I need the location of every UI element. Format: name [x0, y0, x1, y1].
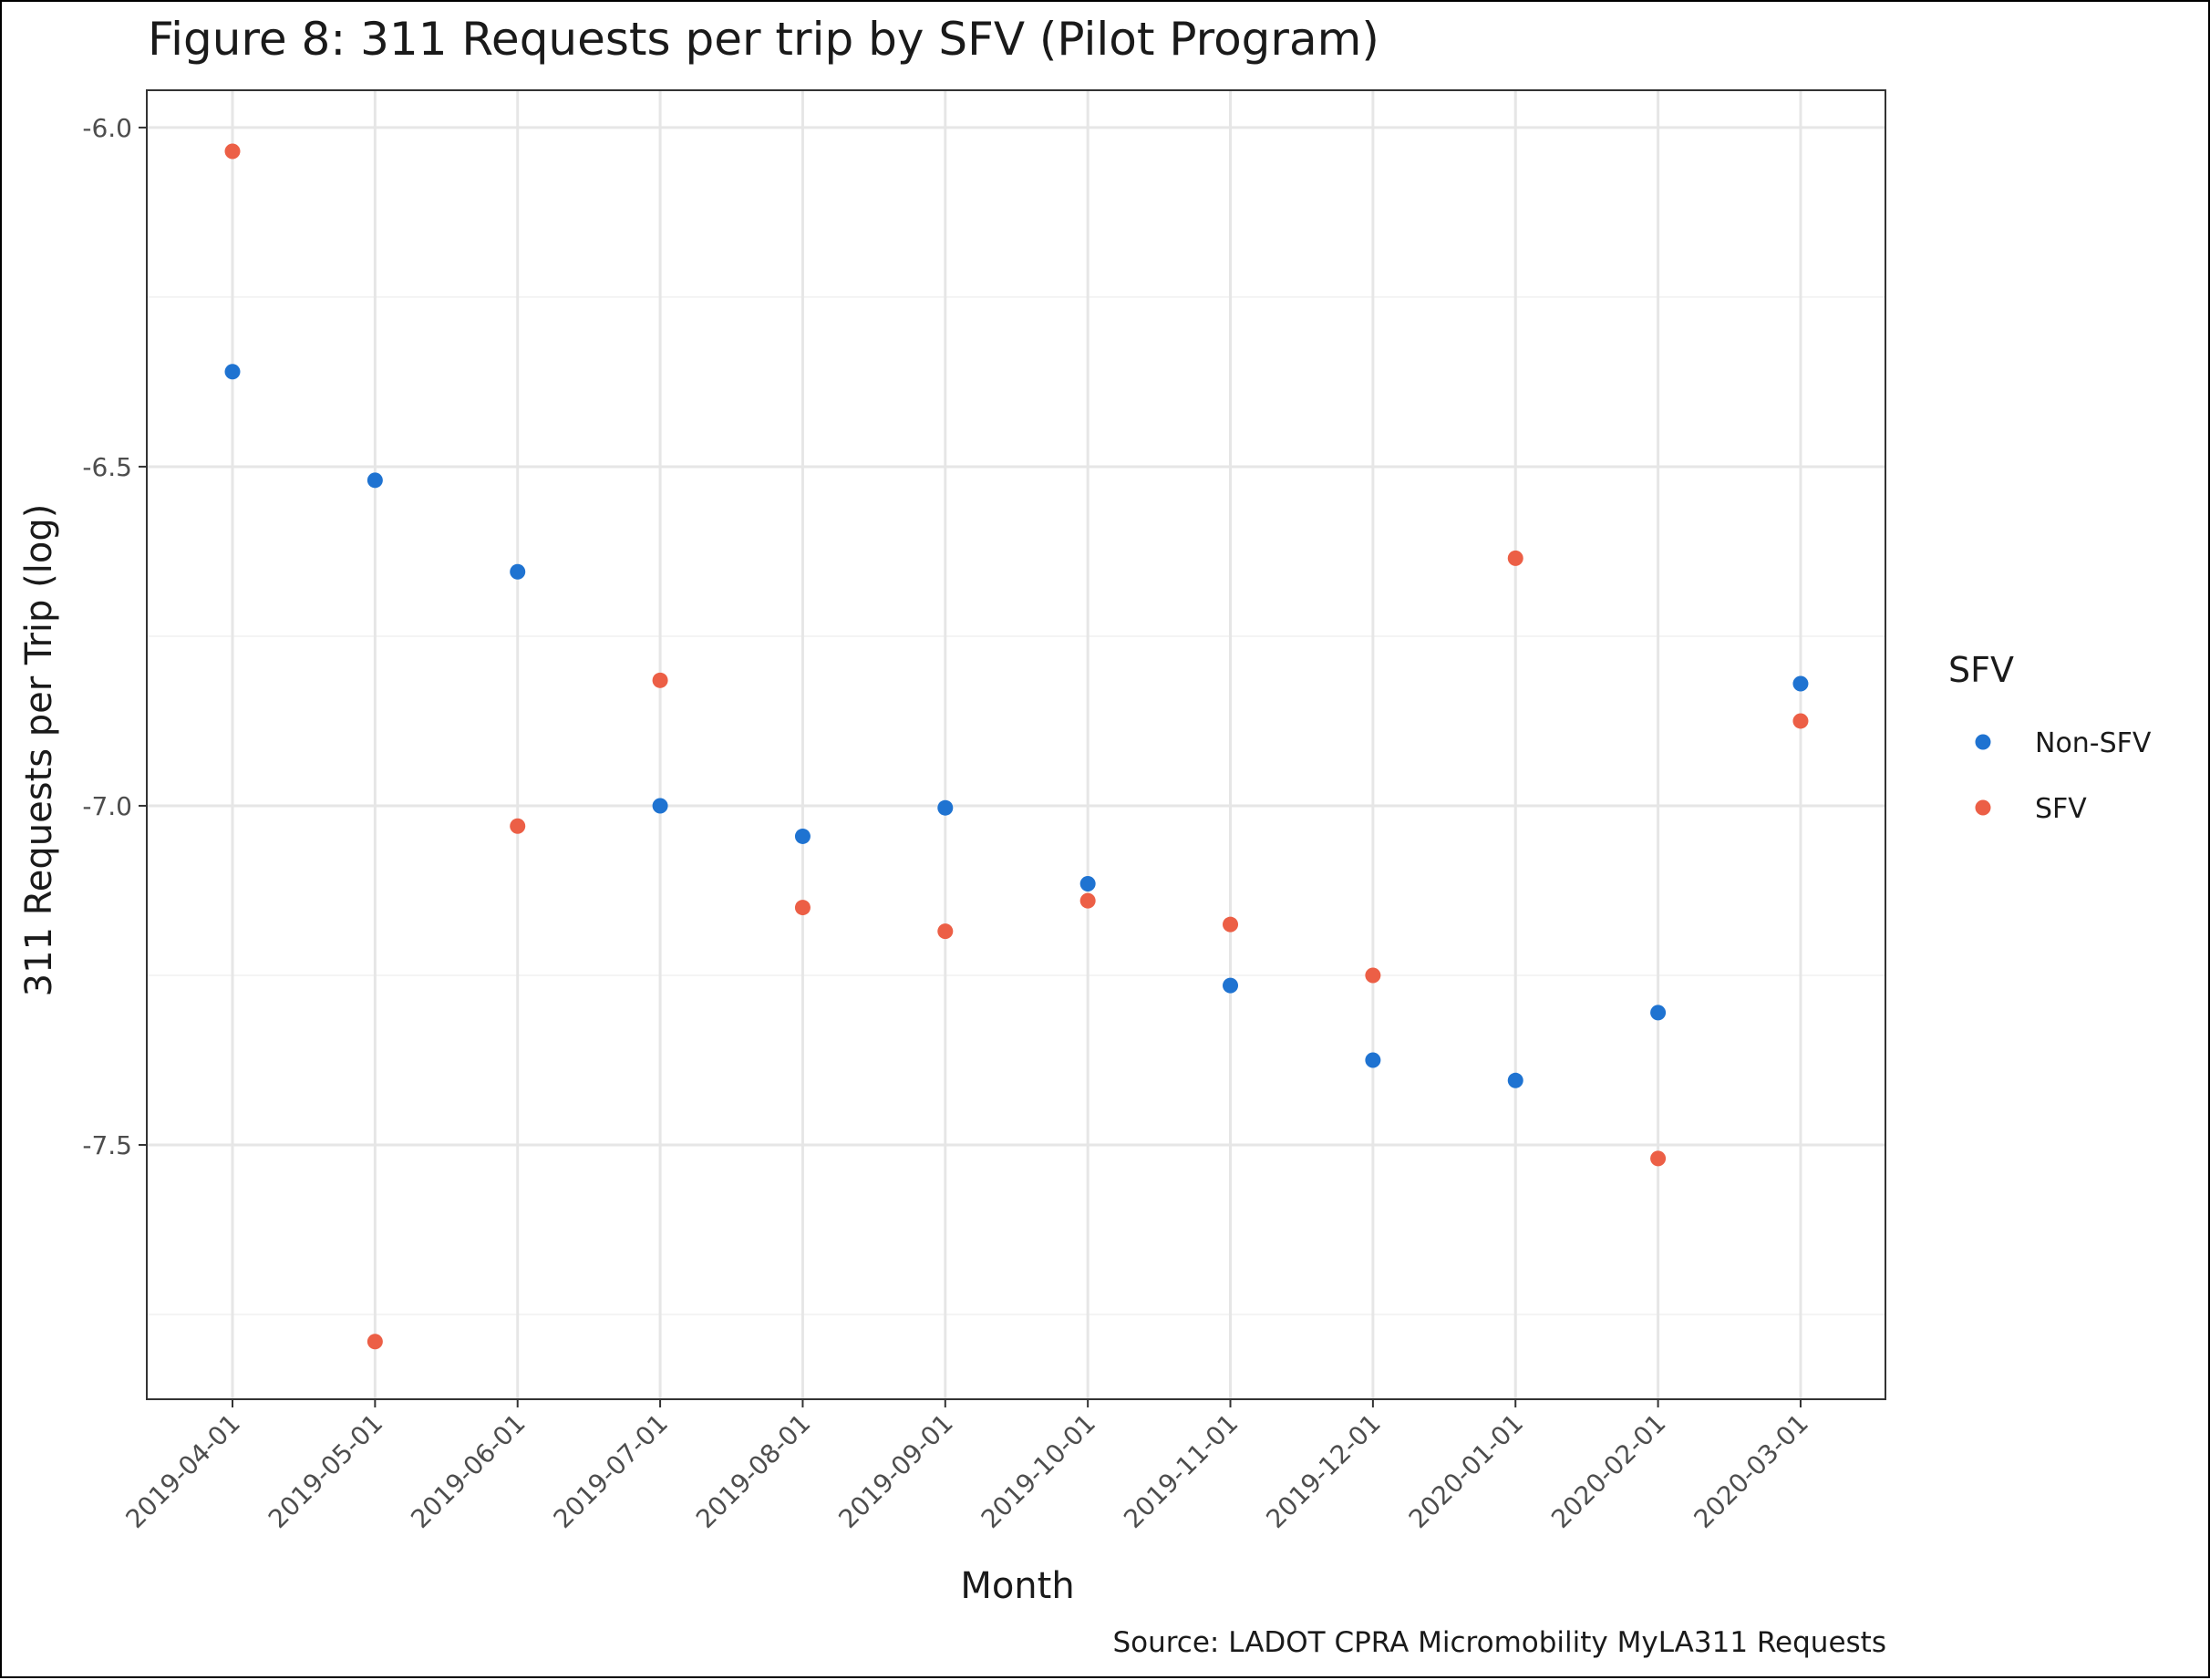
- x-tick-label: 2019-12-01: [1260, 1408, 1386, 1534]
- data-point: [937, 799, 954, 816]
- x-tick-label: 2019-11-01: [1118, 1408, 1244, 1534]
- data-point: [1507, 1072, 1523, 1088]
- data-point: [1650, 1005, 1667, 1021]
- y-tick-label: -7.0: [82, 791, 132, 821]
- legend: SFV Non-SFV SFV: [1948, 650, 2152, 825]
- x-tick-label: 2019-10-01: [976, 1408, 1101, 1534]
- y-tick-label: -6.5: [82, 452, 132, 482]
- data-point: [1365, 1052, 1381, 1068]
- legend-label: Non-SFV: [2035, 727, 2152, 759]
- data-point: [1650, 1150, 1667, 1167]
- plot-panel: [146, 89, 1886, 1400]
- legend-label: SFV: [2035, 793, 2087, 825]
- data-point: [794, 900, 811, 916]
- data-point: [1507, 550, 1523, 566]
- data-point: [1223, 977, 1239, 994]
- data-point: [1079, 892, 1096, 909]
- data-point: [1792, 675, 1809, 692]
- y-axis-title: 311 Requests per Trip (log): [18, 504, 60, 997]
- data-point: [224, 364, 241, 380]
- x-tick-label: 2019-04-01: [120, 1408, 246, 1534]
- data-point: [937, 923, 954, 940]
- x-tick-label: 2020-02-01: [1545, 1408, 1671, 1534]
- data-point: [510, 563, 526, 580]
- legend-key: [1975, 799, 1991, 816]
- data-point: [794, 828, 811, 844]
- x-axis: 2019-04-01 2019-05-01 2019-06-01 2019-07-01…: [120, 1399, 1814, 1534]
- data-point: [652, 672, 668, 688]
- chart-title: Figure 8: 311 Requests per trip by SFV (…: [148, 13, 1379, 66]
- x-axis-title: Month: [960, 1565, 1074, 1607]
- x-tick-label: 2019-05-01: [263, 1408, 388, 1534]
- source-caption: Source: LADOT CPRA Micromobility MyLA311…: [1112, 1626, 1886, 1659]
- legend-key: [1975, 734, 1991, 750]
- data-point: [224, 143, 241, 160]
- data-point: [1079, 876, 1096, 892]
- data-points: [224, 143, 1809, 1350]
- data-point: [367, 1334, 383, 1350]
- data-point: [1792, 713, 1809, 729]
- data-point: [367, 472, 383, 489]
- y-tick-label: -7.5: [82, 1130, 132, 1160]
- x-tick-label: 2020-03-01: [1688, 1408, 1814, 1534]
- legend-title: SFV: [1948, 650, 2014, 690]
- x-tick-label: 2020-01-01: [1403, 1408, 1529, 1534]
- plot-border: [146, 89, 1886, 1400]
- x-tick-label: 2019-09-01: [832, 1408, 958, 1534]
- y-tick-label: -6.0: [82, 113, 132, 143]
- data-point: [1365, 967, 1381, 984]
- x-tick-label: 2019-07-01: [548, 1408, 674, 1534]
- x-tick-label: 2019-08-01: [690, 1408, 816, 1534]
- x-tick-label: 2019-06-01: [405, 1408, 531, 1534]
- data-point: [510, 818, 526, 834]
- data-point: [652, 798, 668, 814]
- y-axis: -6.0 -6.5 -7.0 -7.5: [82, 113, 147, 1160]
- data-point: [1223, 916, 1239, 933]
